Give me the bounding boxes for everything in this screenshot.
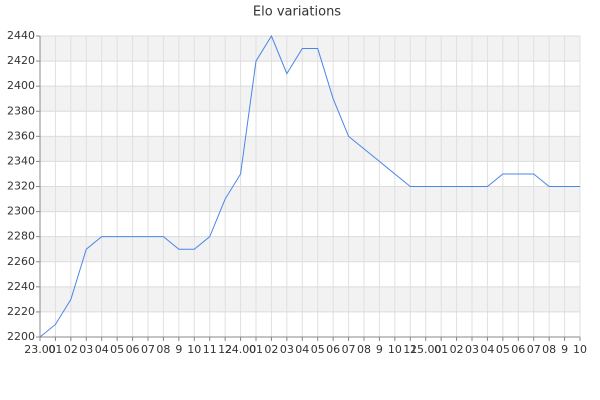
grid-band (40, 86, 580, 112)
x-tick-label: 03 (465, 343, 479, 356)
x-tick-label: 08 (156, 343, 170, 356)
x-tick-label: 02 (64, 343, 78, 356)
x-tick-label: 10 (573, 343, 587, 356)
y-tick-label: 2440 (7, 29, 35, 42)
x-tick-label: 24.00 (225, 343, 257, 356)
x-tick-label: 06 (511, 343, 525, 356)
x-tick-label: 12 (218, 343, 232, 356)
grid-band (40, 286, 580, 312)
x-tick-label: 08 (357, 343, 371, 356)
x-tick-label: 05 (311, 343, 325, 356)
x-tick-label: 23.00 (24, 343, 56, 356)
y-tick-label: 2380 (7, 104, 35, 117)
y-tick-label: 2420 (7, 54, 35, 67)
grid-band (40, 186, 580, 212)
y-tick-label: 2280 (7, 230, 35, 243)
x-tick-label: 25.00 (410, 343, 442, 356)
y-tick-label: 2240 (7, 280, 35, 293)
line (39, 34, 580, 338)
y-tick-label: 2400 (7, 79, 35, 92)
y-tick-label: 2300 (7, 205, 35, 218)
x-tick-label: 06 (126, 343, 140, 356)
x-tick-label: 07 (527, 343, 541, 356)
x-tick-label: 10 (187, 343, 201, 356)
y-tick-label: 2320 (7, 180, 35, 193)
x-tick-label: 02 (264, 343, 278, 356)
x-tick-label: 06 (326, 343, 340, 356)
x-tick-label: 02 (450, 343, 464, 356)
grid-band (40, 136, 580, 162)
x-tick-label: 9 (376, 343, 383, 356)
x-tick-label: 05 (110, 343, 124, 356)
x-tick-label: 10 (388, 343, 402, 356)
x-tick-label: 07 (141, 343, 155, 356)
y-tick-label: 2260 (7, 255, 35, 268)
x-tick-label: 11 (203, 343, 217, 356)
x-tick-label: 04 (295, 343, 309, 356)
x-tick-label: 04 (480, 343, 494, 356)
x-tick-label: 9 (561, 343, 568, 356)
y-tick-label: 2360 (7, 129, 35, 142)
x-tick-label: 01 (434, 343, 448, 356)
y-tick-label: 2220 (7, 305, 35, 318)
x-tick-label: 03 (280, 343, 294, 356)
x-tick-label: 03 (79, 343, 93, 356)
x-tick-label: 9 (175, 343, 182, 356)
y-tick-label: 2200 (7, 330, 35, 343)
grid-band (40, 236, 580, 262)
x-tick-label: 11 (403, 343, 417, 356)
x-tick-label: 07 (342, 343, 356, 356)
chart-title: Elo variations (253, 5, 341, 20)
x-tick-label: 08 (542, 343, 556, 356)
x-tick-label: 04 (95, 343, 109, 356)
x-tick-label: 01 (48, 343, 62, 356)
x-tick-label: 05 (496, 343, 510, 356)
x-tick-label: 01 (249, 343, 263, 356)
y-tick-label: 2340 (7, 154, 35, 167)
